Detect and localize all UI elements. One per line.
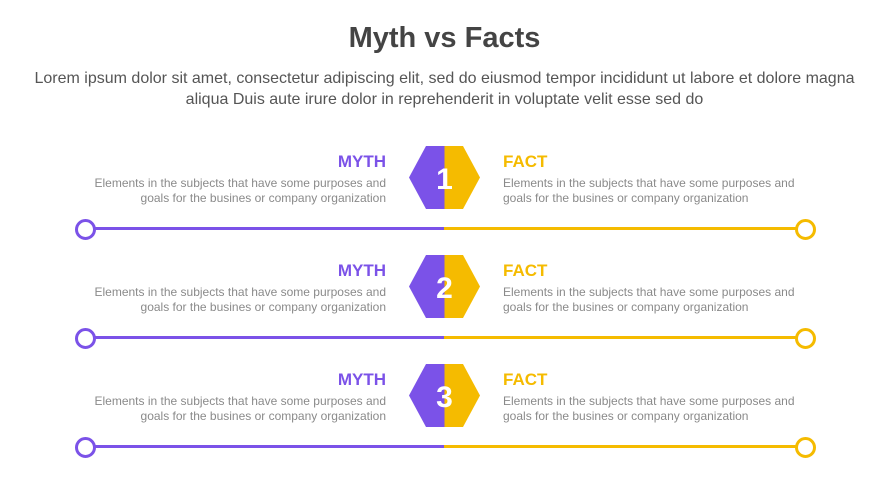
hexagon-myth-half (409, 255, 445, 318)
myth-label: MYTH (337, 261, 386, 280)
page-title: Myth vs Facts (348, 22, 541, 54)
myth-fact-row: MYTH Elements in the subjects that have … (0, 364, 889, 474)
myth-label: MYTH (337, 370, 386, 389)
hexagon-fact-half (444, 255, 480, 318)
hexagon-myth-half (409, 146, 445, 209)
myth-line (93, 445, 444, 448)
fact-circle-endpoint (795, 437, 816, 458)
fact-circle-endpoint (795, 219, 816, 240)
fact-description: Elements in the subjects that have some … (503, 176, 795, 205)
fact-line (444, 336, 796, 339)
myth-line (93, 227, 444, 230)
number-hexagon: 3 (409, 364, 480, 427)
subtitle: Lorem ipsum dolor sit amet, consectetur … (34, 70, 855, 108)
myth-line (93, 336, 444, 339)
fact-label: FACT (503, 261, 548, 280)
fact-circle-endpoint (795, 328, 816, 349)
fact-line (444, 445, 796, 448)
myth-circle-endpoint (75, 219, 96, 240)
myth-description: Elements in the subjects that have some … (94, 176, 386, 205)
fact-label: FACT (503, 152, 548, 171)
number-hexagon: 2 (409, 255, 480, 318)
row-number: 1 (436, 163, 453, 196)
row-number: 3 (436, 381, 453, 414)
myth-description: Elements in the subjects that have some … (94, 285, 386, 314)
fact-line (444, 227, 796, 230)
myth-fact-row: MYTH Elements in the subjects that have … (0, 146, 889, 256)
myth-fact-row: MYTH Elements in the subjects that have … (0, 255, 889, 365)
hexagon-fact-half (444, 364, 480, 427)
row-number: 2 (436, 272, 453, 305)
myth-circle-endpoint (75, 328, 96, 349)
hexagon-myth-half (409, 364, 445, 427)
number-hexagon: 1 (409, 146, 480, 209)
myth-label: MYTH (337, 152, 386, 171)
hexagon-fact-half (444, 146, 480, 209)
myth-description: Elements in the subjects that have some … (94, 394, 386, 423)
fact-description: Elements in the subjects that have some … (503, 285, 795, 314)
fact-description: Elements in the subjects that have some … (503, 394, 795, 423)
myth-circle-endpoint (75, 437, 96, 458)
fact-label: FACT (503, 370, 548, 389)
